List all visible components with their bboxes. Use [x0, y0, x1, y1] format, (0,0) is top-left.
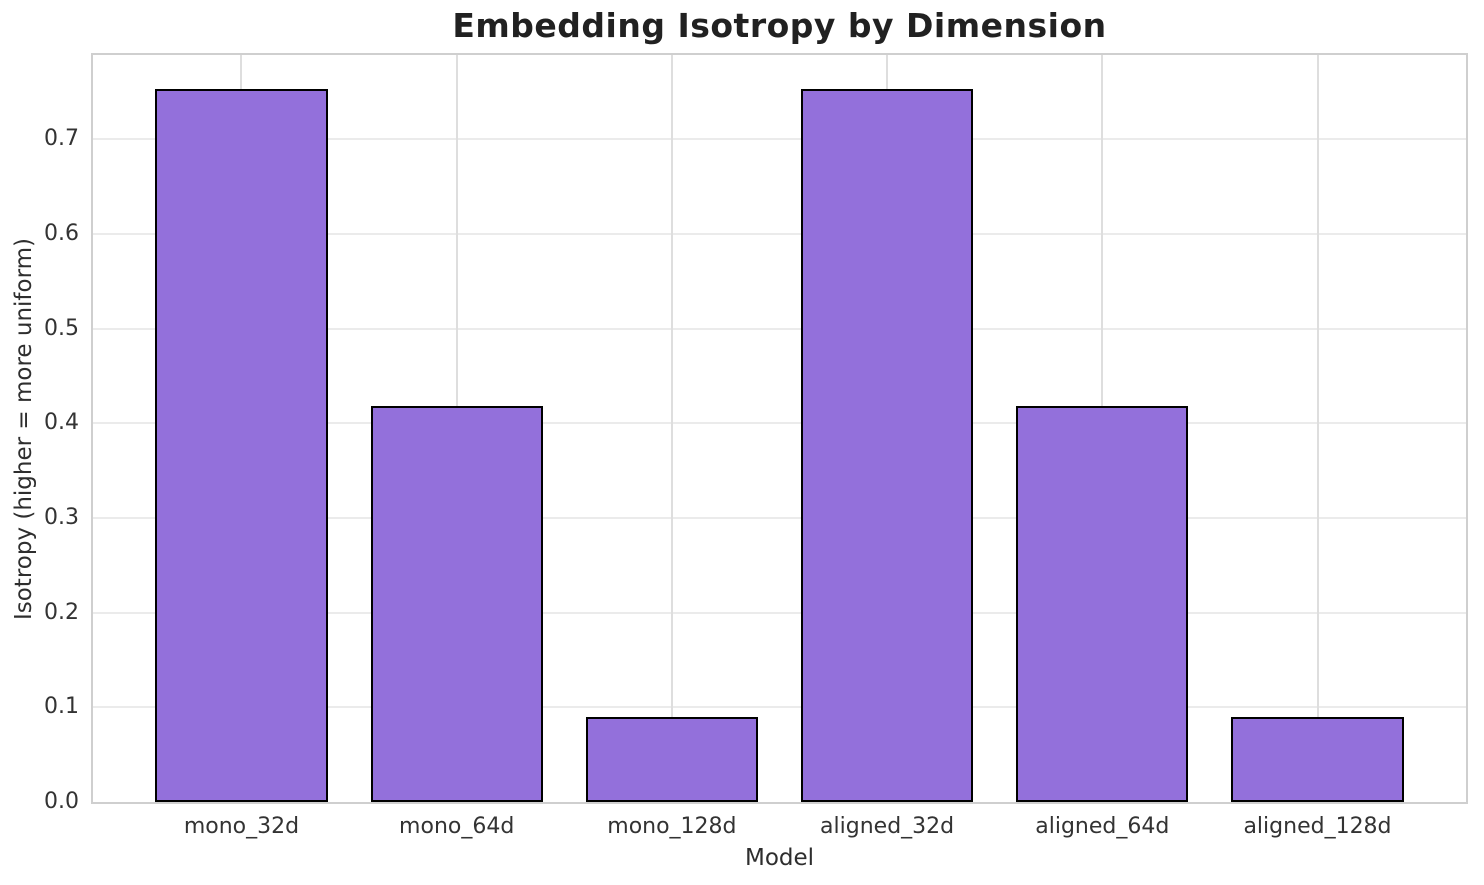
horizontal-gridline — [93, 422, 1466, 425]
x-tick-label-mono_32d: mono_32d — [183, 814, 300, 839]
bar-aligned_32d — [801, 89, 974, 802]
y-tick-label: 0.5 — [44, 315, 79, 341]
x-tick-label-mono_128d: mono_128d — [607, 814, 737, 839]
y-tick-label: 0.0 — [44, 789, 79, 814]
y-tick-label: 0.4 — [44, 410, 79, 436]
bar-mono_64d — [370, 406, 543, 802]
vertical-gridline — [1316, 55, 1319, 802]
vertical-gridline — [670, 55, 673, 802]
bar-aligned_64d — [1016, 406, 1189, 802]
y-tick-label: 0.3 — [44, 504, 79, 530]
horizontal-gridline — [93, 706, 1466, 709]
chart-title: Embedding Isotropy by Dimension — [452, 6, 1107, 45]
horizontal-gridline — [93, 327, 1466, 330]
horizontal-gridline — [93, 516, 1466, 519]
y-tick-label: 0.2 — [44, 599, 79, 625]
bar-mono_32d — [155, 89, 328, 802]
y-tick-label: 0.7 — [44, 126, 79, 152]
y-tick-label: 0.6 — [44, 220, 79, 246]
horizontal-gridline — [93, 138, 1466, 141]
plot-area — [91, 53, 1468, 804]
x-axis-label: Model — [744, 845, 815, 871]
x-tick-label-aligned_64d: aligned_64d — [1035, 814, 1170, 839]
x-tick-label-mono_64d: mono_64d — [399, 814, 515, 839]
bar-aligned_128d — [1231, 716, 1404, 802]
horizontal-gridline — [93, 232, 1466, 235]
y-tick-label: 0.1 — [44, 694, 79, 720]
bar-mono_128d — [585, 716, 758, 802]
horizontal-gridline — [93, 611, 1466, 614]
x-tick-label-aligned_32d: aligned_32d — [820, 814, 955, 839]
x-tick-label-aligned_128d: aligned_128d — [1243, 814, 1392, 839]
